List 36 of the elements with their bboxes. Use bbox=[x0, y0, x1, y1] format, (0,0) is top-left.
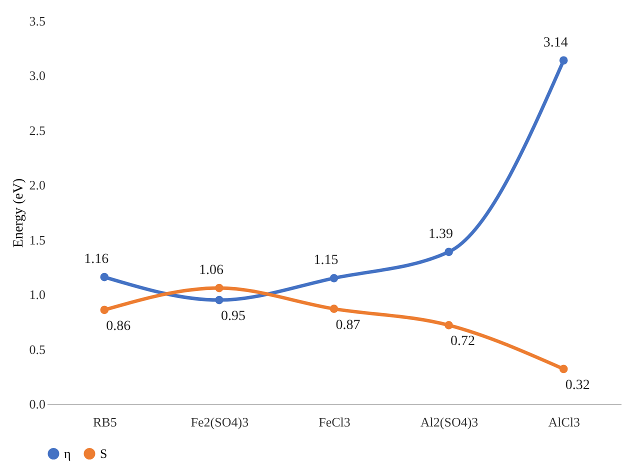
y-tick-label: 1.0 bbox=[29, 287, 46, 302]
y-tick-label: 1.5 bbox=[29, 232, 46, 248]
point bbox=[444, 321, 453, 330]
data-label: 0.86 bbox=[106, 318, 131, 334]
y-axis-title: Energy (eV) bbox=[11, 178, 26, 248]
point bbox=[330, 274, 338, 282]
point bbox=[559, 364, 568, 374]
y-tick-label: 3.0 bbox=[29, 68, 46, 84]
x-tick-label: Fe2(SO4)3 bbox=[190, 414, 249, 430]
legend-label: η bbox=[64, 446, 71, 461]
data-label: 1.16 bbox=[84, 252, 109, 268]
point bbox=[215, 284, 224, 292]
data-label: 0.72 bbox=[450, 334, 476, 350]
point bbox=[330, 304, 338, 313]
point bbox=[100, 272, 109, 282]
data-label: 0.32 bbox=[565, 378, 590, 393]
point bbox=[559, 56, 568, 65]
y-tick-label: 3.5 bbox=[29, 14, 46, 28]
x-tick-label: Al2(SO4)3 bbox=[420, 414, 478, 430]
x-tick-label: RB5 bbox=[92, 414, 117, 430]
legend-label: S bbox=[100, 446, 108, 461]
data-label: 1.06 bbox=[198, 263, 224, 278]
point bbox=[215, 296, 224, 304]
y-tick-label: 2.5 bbox=[29, 122, 46, 138]
y-tick-label: 2.0 bbox=[29, 178, 46, 193]
data-label: 0.87 bbox=[336, 318, 360, 333]
x-tick-label: AlCl3 bbox=[548, 414, 580, 430]
y-tick-label: 0.5 bbox=[29, 342, 46, 357]
data-label: 1.15 bbox=[314, 253, 338, 268]
y-tick-label: 0.0 bbox=[29, 396, 46, 412]
data-label: 3.14 bbox=[543, 35, 568, 50]
x-tick-label: FeCl3 bbox=[318, 414, 350, 430]
data-label: 1.39 bbox=[428, 226, 454, 242]
point bbox=[444, 248, 453, 256]
point bbox=[100, 306, 109, 314]
data-label: 0.95 bbox=[220, 309, 246, 324]
